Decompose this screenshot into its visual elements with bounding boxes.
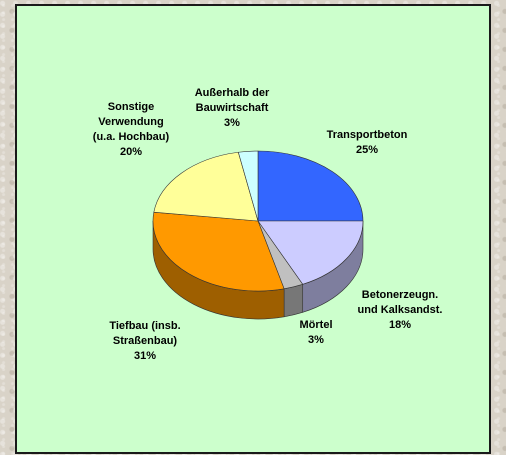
slice-percent-label: 20% bbox=[120, 146, 142, 158]
slice-percent-label: 3% bbox=[308, 334, 324, 346]
slice-name-label: und Kalksandst. bbox=[358, 304, 443, 316]
slice-percent-label: 31% bbox=[134, 350, 156, 362]
slice-label: Außerhalb der Bauwirtschaft 3% bbox=[195, 87, 270, 129]
pie-labels: Transportbeton 25% Betonerzeugn. und Kalksa… bbox=[93, 87, 443, 362]
pie-slice bbox=[257, 150, 364, 222]
slice-name-label: Bauwirtschaft bbox=[196, 102, 269, 114]
slice-name-label: Betonerzeugn. bbox=[362, 289, 438, 301]
slice-percent-label: 25% bbox=[356, 144, 378, 156]
slice-label: Betonerzeugn. und Kalksandst. 18% bbox=[358, 289, 443, 331]
slice-name-label: Verwendung bbox=[98, 116, 163, 128]
slice-label: Tiefbau (insb. Straßenbau) 31% bbox=[109, 320, 180, 362]
pie-slices bbox=[152, 150, 364, 292]
slice-name-label: Sonstige bbox=[108, 101, 154, 113]
slice-name-label: Tiefbau (insb. bbox=[109, 320, 180, 332]
slice-name-label: Mörtel bbox=[300, 319, 333, 331]
chart-panel: Transportbeton 25% Betonerzeugn. und Kalksa… bbox=[15, 4, 491, 454]
slice-percent-label: 3% bbox=[224, 117, 240, 129]
pie-slice bbox=[153, 151, 259, 222]
pie-slice bbox=[237, 150, 259, 222]
slice-label: Transportbeton 25% bbox=[327, 129, 408, 156]
slice-name-label: (u.a. Hochbau) bbox=[93, 131, 170, 143]
slice-percent-label: 18% bbox=[389, 319, 411, 331]
pie-slice-side bbox=[283, 283, 304, 318]
pie-side-walls bbox=[152, 220, 364, 320]
pie-slice bbox=[257, 220, 364, 285]
slice-label: Mörtel 3% bbox=[300, 319, 333, 346]
pie-chart: Transportbeton 25% Betonerzeugn. und Kalksa… bbox=[93, 87, 443, 362]
slice-name-label: Außerhalb der bbox=[195, 87, 270, 99]
slice-label: Sonstige Verwendung (u.a. Hochbau) 20% bbox=[93, 101, 170, 158]
slice-name-label: Straßenbau) bbox=[113, 335, 178, 347]
pie-slice bbox=[152, 211, 285, 292]
slice-name-label: Transportbeton bbox=[327, 129, 408, 141]
